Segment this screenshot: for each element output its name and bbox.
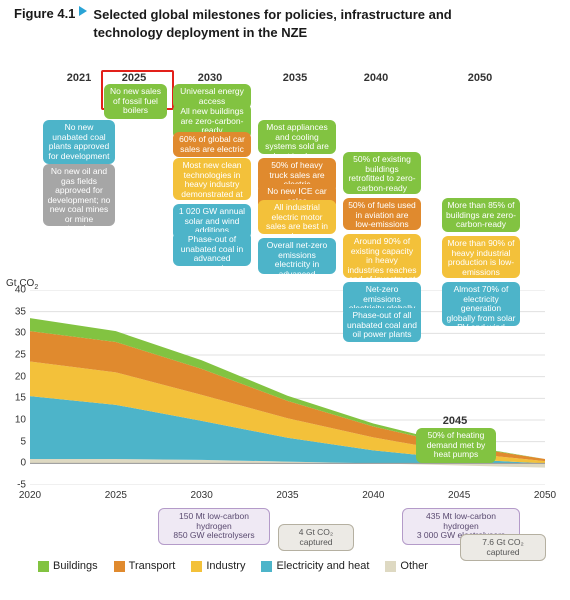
x-tick: 2035 <box>276 490 298 501</box>
y-tick: 15 <box>4 393 26 404</box>
below-callout: 7.6 Gt CO₂ captured <box>460 534 546 561</box>
y-tick: 0 <box>4 458 26 469</box>
x-tick: 2040 <box>362 490 384 501</box>
legend-swatch <box>261 561 272 572</box>
milestone-box: Phase-out of unabated coal in advanced e… <box>173 232 251 266</box>
milestone-box: No new unabated coal plants approved for… <box>43 120 115 164</box>
figure-title: Selected global milestones for policies,… <box>93 6 513 41</box>
x-tick: 2045 <box>448 490 470 501</box>
below-callout: 150 Mt low-carbon hydrogen 850 GW electr… <box>158 508 270 545</box>
legend-label: Electricity and heat <box>276 560 369 572</box>
legend-label: Buildings <box>53 560 98 572</box>
milestone-box: No new oil and gas fields approved for d… <box>43 164 115 226</box>
legend-item: Industry <box>191 560 245 572</box>
milestone-box: Most new clean technologies in heavy ind… <box>173 158 251 200</box>
year-header-2030: 2030 <box>198 72 222 84</box>
milestone-box: 50% of existing buildings retrofitted to… <box>343 152 421 194</box>
y-tick: 40 <box>4 285 26 296</box>
legend-label: Other <box>400 560 428 572</box>
legend-swatch <box>385 561 396 572</box>
milestone-box: Overall net-zero emissions electricity i… <box>258 238 336 274</box>
milestone-box: More than 90% of heavy industrial produc… <box>442 236 520 278</box>
year-header-2025: 2025 <box>122 72 146 84</box>
milestone-box: Almost 70% of electricity generation glo… <box>442 282 520 326</box>
legend-swatch <box>191 561 202 572</box>
legend-item: Other <box>385 560 428 572</box>
year-header-2035: 2035 <box>283 72 307 84</box>
title-marker-icon <box>79 6 87 16</box>
legend-swatch <box>114 561 125 572</box>
milestone-box: All industrial electric motor sales are … <box>258 200 336 234</box>
y-tick: 5 <box>4 436 26 447</box>
y-tick: 20 <box>4 371 26 382</box>
x-tick: 2050 <box>534 490 556 501</box>
x-tick: 2030 <box>191 490 213 501</box>
y-tick: 10 <box>4 415 26 426</box>
y-tick: 25 <box>4 350 26 361</box>
legend-label: Transport <box>129 560 176 572</box>
legend-item: Transport <box>114 560 176 572</box>
milestone-box: More than 85% of buildings are zero-carb… <box>442 198 520 232</box>
below-callout: 4 Gt CO₂ captured <box>278 524 354 551</box>
milestone-box: 60% of global car sales are electric <box>173 132 251 157</box>
y-tick: 35 <box>4 306 26 317</box>
x-tick: 2020 <box>19 490 41 501</box>
milestone-box: 50% of heating demand met by heat pumps <box>416 428 496 463</box>
y-tick: -5 <box>4 480 26 491</box>
milestone-box: Phase-out of all unabated coal and oil p… <box>343 308 421 342</box>
figure-label: Figure 4.1 <box>14 6 75 41</box>
x-tick: 2025 <box>105 490 127 501</box>
year-header-2021: 2021 <box>67 72 91 84</box>
year-header-2040: 2040 <box>364 72 388 84</box>
milestone-box: Most appliances and cooling systems sold… <box>258 120 336 154</box>
legend: Buildings Transport Industry Electricity an… <box>38 560 428 572</box>
milestone-box: Around 90% of existing capacity in heavy… <box>343 234 421 278</box>
legend-label: Industry <box>206 560 245 572</box>
milestone-box: 50% of fuels used in aviation are low-em… <box>343 198 421 230</box>
milestone-box: No new sales of fossil fuel boilers <box>104 84 167 119</box>
year-header-2045: 2045 <box>443 415 467 427</box>
year-header-2050: 2050 <box>468 72 492 84</box>
legend-swatch <box>38 561 49 572</box>
y-tick: 30 <box>4 328 26 339</box>
legend-item: Buildings <box>38 560 98 572</box>
legend-item: Electricity and heat <box>261 560 369 572</box>
